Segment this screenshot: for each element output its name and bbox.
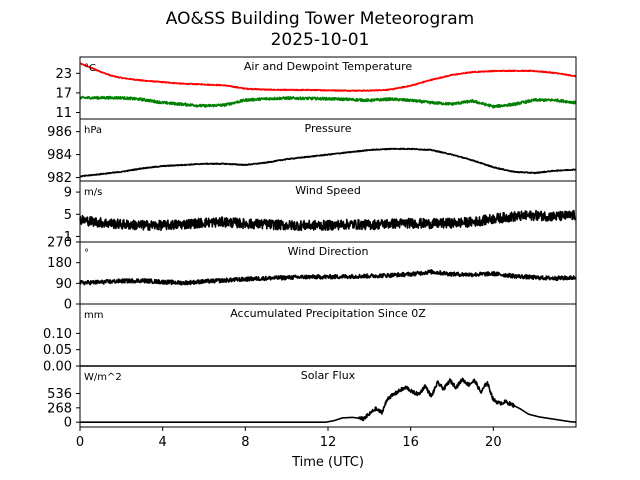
x-tick-label: 20 — [485, 435, 502, 450]
y-tick-label: 90 — [55, 277, 72, 292]
panel-title: Solar Flux — [301, 369, 356, 382]
y-tick-label: 268 — [47, 401, 72, 416]
chart-subtitle: 2025-10-01 — [271, 30, 370, 50]
unit-label: hPa — [84, 125, 102, 136]
panel-5: Accumulated Precipitation Since 0Z mm 0.00… — [43, 303, 577, 375]
chart-title: AO&SS Building Tower Meteorogram — [166, 9, 474, 29]
y-tick-label: 1 — [64, 230, 72, 245]
y-tick-label: 9 — [64, 186, 72, 201]
x-tick-label: 0 — [76, 435, 84, 450]
y-tick-label: 982 — [47, 171, 72, 186]
panel-title: Wind Speed — [295, 184, 361, 197]
panel-title: Pressure — [305, 122, 352, 135]
x-axis: 0 4 8 12 16 20 — [76, 427, 502, 450]
series-line-dewpoint-temperature — [79, 95, 577, 109]
y-tick-label: 23 — [55, 67, 72, 82]
unit-label: mm — [84, 310, 103, 321]
series-line-air-temperature — [79, 62, 577, 92]
series-line-wind-speed — [79, 209, 577, 232]
panel-3: Wind Speed m/s 1 5 9 — [64, 180, 577, 245]
x-tick-label: 16 — [402, 435, 419, 450]
y-tick-label: 0 — [64, 416, 72, 431]
unit-label: ° — [84, 248, 89, 259]
unit-label: °C — [84, 63, 96, 74]
y-tick-label: 986 — [47, 125, 72, 140]
y-tick-label: 984 — [47, 148, 72, 163]
unit-label: m/s — [84, 187, 102, 198]
panel-title: Air and Dewpoint Temperature — [244, 60, 412, 73]
series-line-pressure — [79, 147, 577, 178]
series-line-solar-flux — [79, 377, 577, 423]
y-tick-label: 17 — [55, 86, 72, 101]
panel-title: Wind Direction — [288, 245, 369, 258]
x-axis-label: Time (UTC) — [291, 455, 364, 470]
y-tick-label: 11 — [55, 106, 72, 121]
panel-title: Accumulated Precipitation Since 0Z — [230, 307, 426, 320]
y-tick-label: 5 — [64, 208, 72, 223]
x-tick-label: 4 — [159, 435, 167, 450]
y-tick-label: 0.10 — [43, 327, 72, 342]
y-tick-label: 0.05 — [43, 343, 72, 358]
unit-label: W/m^2 — [84, 372, 122, 383]
panel-2: Pressure hPa 982 984 986 — [47, 118, 577, 186]
panel-4: Wind Direction ° 0 90 180 270 — [47, 236, 577, 313]
y-tick-label: 536 — [47, 387, 72, 402]
y-tick-label: 0.00 — [43, 360, 72, 375]
y-tick-label: 270 — [47, 236, 72, 251]
panel-1: Air and Dewpoint Temperature °C 11 17 23 — [55, 56, 577, 121]
x-tick-label: 12 — [320, 435, 337, 450]
y-tick-label: 0 — [64, 298, 72, 313]
panels-group: Air and Dewpoint Temperature °C 11 17 23 Pres… — [43, 56, 577, 431]
x-tick-label: 8 — [241, 435, 249, 450]
y-tick-label: 180 — [47, 256, 72, 271]
series-line-wind-direction — [79, 269, 577, 286]
